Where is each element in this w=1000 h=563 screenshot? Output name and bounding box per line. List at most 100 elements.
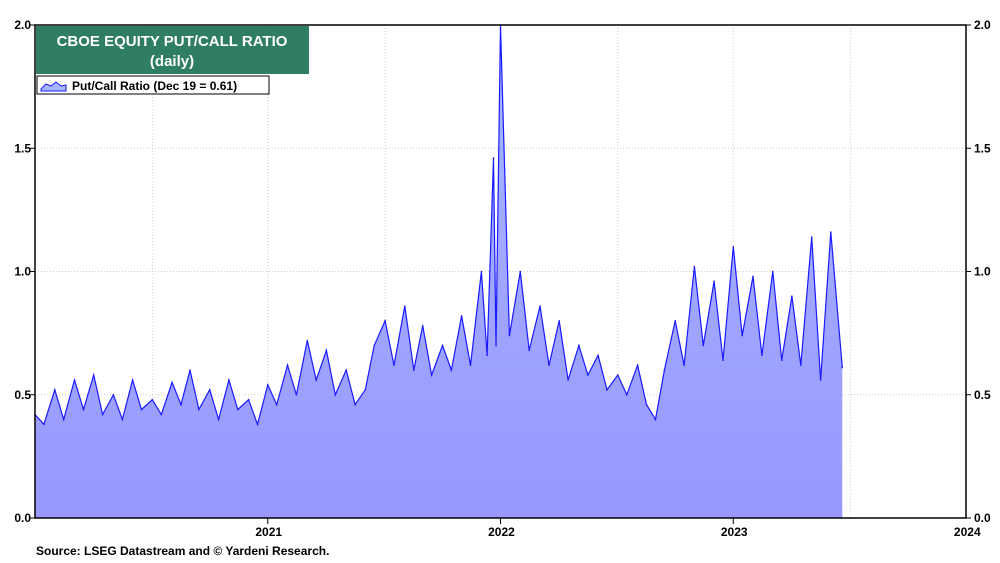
series-point	[654, 418, 657, 421]
series-point	[441, 344, 444, 347]
y-tick-label-right: 0.5	[974, 388, 991, 402]
y-tick-label-right: 0.0	[974, 511, 991, 525]
series-point	[62, 418, 65, 421]
series-point	[771, 270, 774, 273]
series-point	[334, 393, 337, 396]
series-point	[53, 389, 56, 391]
series-point	[112, 393, 115, 396]
series-point	[617, 374, 619, 376]
series-point	[791, 295, 793, 297]
series-point	[702, 344, 705, 347]
series-point	[578, 344, 580, 347]
series-point	[373, 344, 376, 347]
series-point	[539, 305, 541, 307]
series-point	[412, 369, 415, 371]
series-point	[208, 389, 211, 391]
legend-entry: Put/Call Ratio (Dec 19 = 0.61)	[72, 79, 237, 93]
series-point	[295, 393, 298, 396]
series-point	[384, 320, 386, 322]
series-point	[131, 379, 134, 381]
series-point	[198, 408, 200, 411]
series-point	[741, 334, 743, 337]
series-point	[92, 374, 95, 376]
series-point	[508, 334, 511, 337]
series-point	[189, 369, 191, 371]
y-tick-label-right: 2.0	[974, 18, 991, 32]
series-point	[674, 320, 677, 322]
series-point	[151, 398, 154, 401]
x-tick-label: 2022	[488, 525, 515, 539]
series-point	[236, 408, 239, 411]
series-point	[43, 423, 45, 426]
series-point	[486, 354, 488, 357]
series-point	[752, 275, 754, 278]
series-point	[683, 364, 685, 366]
series-point	[364, 389, 367, 391]
y-tick-label-right: 1.0	[974, 265, 991, 279]
legend-swatch	[40, 81, 67, 92]
title-box: CBOE EQUITY PUT/CALL RATIO (daily)	[36, 26, 309, 74]
series-point	[82, 408, 85, 411]
series-point	[495, 344, 497, 347]
series-point	[663, 369, 666, 371]
series-point	[800, 364, 802, 366]
series-points	[34, 24, 844, 426]
series-point	[306, 339, 309, 342]
series-point	[810, 236, 813, 238]
x-tick-label: 2024	[954, 525, 981, 539]
series-point	[275, 403, 278, 406]
series-point	[460, 315, 463, 317]
series-point	[780, 359, 783, 362]
y-tick-label-left: 0.5	[14, 388, 31, 402]
series-point	[519, 270, 522, 273]
series-point	[819, 379, 822, 381]
series-point	[830, 231, 832, 233]
series-point	[528, 349, 530, 352]
series-point	[597, 354, 599, 357]
series-point	[492, 157, 495, 159]
series-point	[625, 393, 628, 396]
series-point	[587, 374, 589, 376]
series-point	[228, 379, 230, 381]
series-point	[450, 369, 453, 371]
series-point	[266, 384, 269, 386]
series-point	[345, 369, 347, 371]
series-point	[73, 379, 76, 381]
series-point	[548, 364, 550, 366]
chart-title: CBOE EQUITY PUT/CALL RATIO	[57, 33, 288, 50]
series-point	[841, 366, 844, 369]
y-tick-label-right: 1.5	[974, 141, 991, 155]
chart-subtitle: (daily)	[150, 53, 194, 70]
series-point	[430, 374, 433, 376]
series-point	[469, 364, 472, 366]
series-point	[325, 349, 328, 352]
series-point	[421, 324, 424, 327]
series-point	[286, 364, 289, 366]
x-tick-label: 2023	[721, 525, 748, 539]
series-point	[121, 418, 124, 421]
series-point	[480, 270, 483, 273]
series-point	[160, 413, 163, 416]
y-tick-label-left: 1.0	[14, 265, 31, 279]
x-tick-label: 2021	[255, 525, 282, 539]
series-point	[140, 408, 143, 411]
y-tick-label-left: 0.0	[14, 511, 31, 525]
series-line	[34, 24, 843, 427]
series-point	[722, 359, 724, 362]
series-point	[247, 398, 250, 401]
series-point	[171, 381, 173, 384]
series-point	[315, 379, 318, 381]
y-tick-label-left: 2.0	[14, 18, 31, 32]
series-point	[393, 364, 395, 366]
y-tick-label-left: 1.5	[14, 141, 31, 155]
series-point	[217, 418, 220, 421]
series-point	[761, 354, 763, 357]
series-point	[567, 379, 569, 381]
x-axis: 2021 2022 2023 2024	[255, 518, 981, 539]
y-axis: 0.0 0.0 0.5 0.5 1.0 1.0 1.5 1.5 2.0 2.0	[14, 18, 991, 525]
series-point	[180, 403, 182, 406]
series-point	[404, 305, 406, 307]
series-point	[256, 423, 259, 426]
series-area	[35, 25, 843, 518]
